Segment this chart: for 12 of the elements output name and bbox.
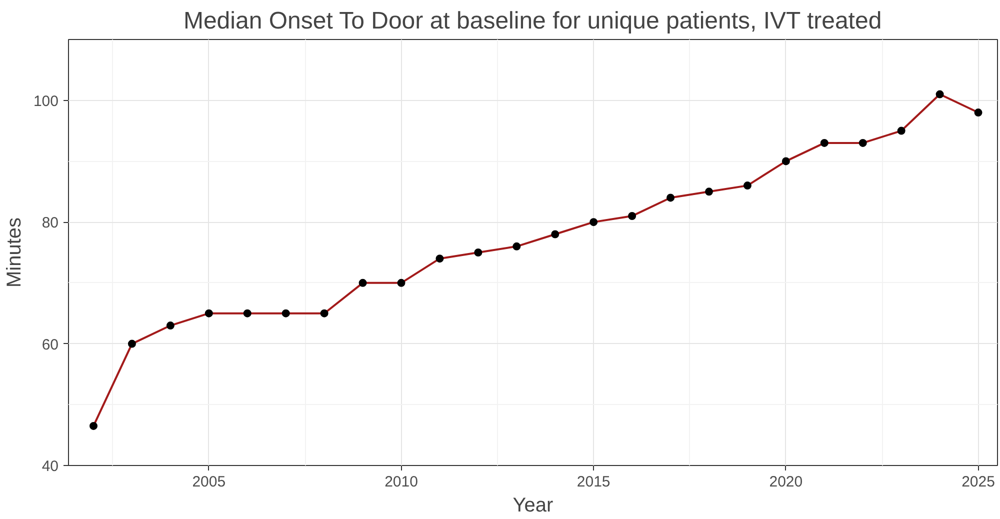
x-tick-label: 2005 <box>192 474 226 490</box>
chart-title: Median Onset To Door at baseline for unique patients, IVT treated <box>183 8 882 34</box>
y-tick-label: 60 <box>42 336 59 354</box>
x-tick-label: 2015 <box>576 474 610 490</box>
y-tick-label: 40 <box>42 458 59 475</box>
y-tick-label: 80 <box>42 214 59 232</box>
x-tick-label: 2010 <box>384 474 418 490</box>
y-axis-title: Minutes <box>3 217 26 288</box>
x-tick-label: 2025 <box>962 474 995 490</box>
y-tick-label: 100 <box>33 92 59 110</box>
x-axis-title: Year <box>512 494 554 516</box>
x-tick-label: 2020 <box>769 474 803 490</box>
